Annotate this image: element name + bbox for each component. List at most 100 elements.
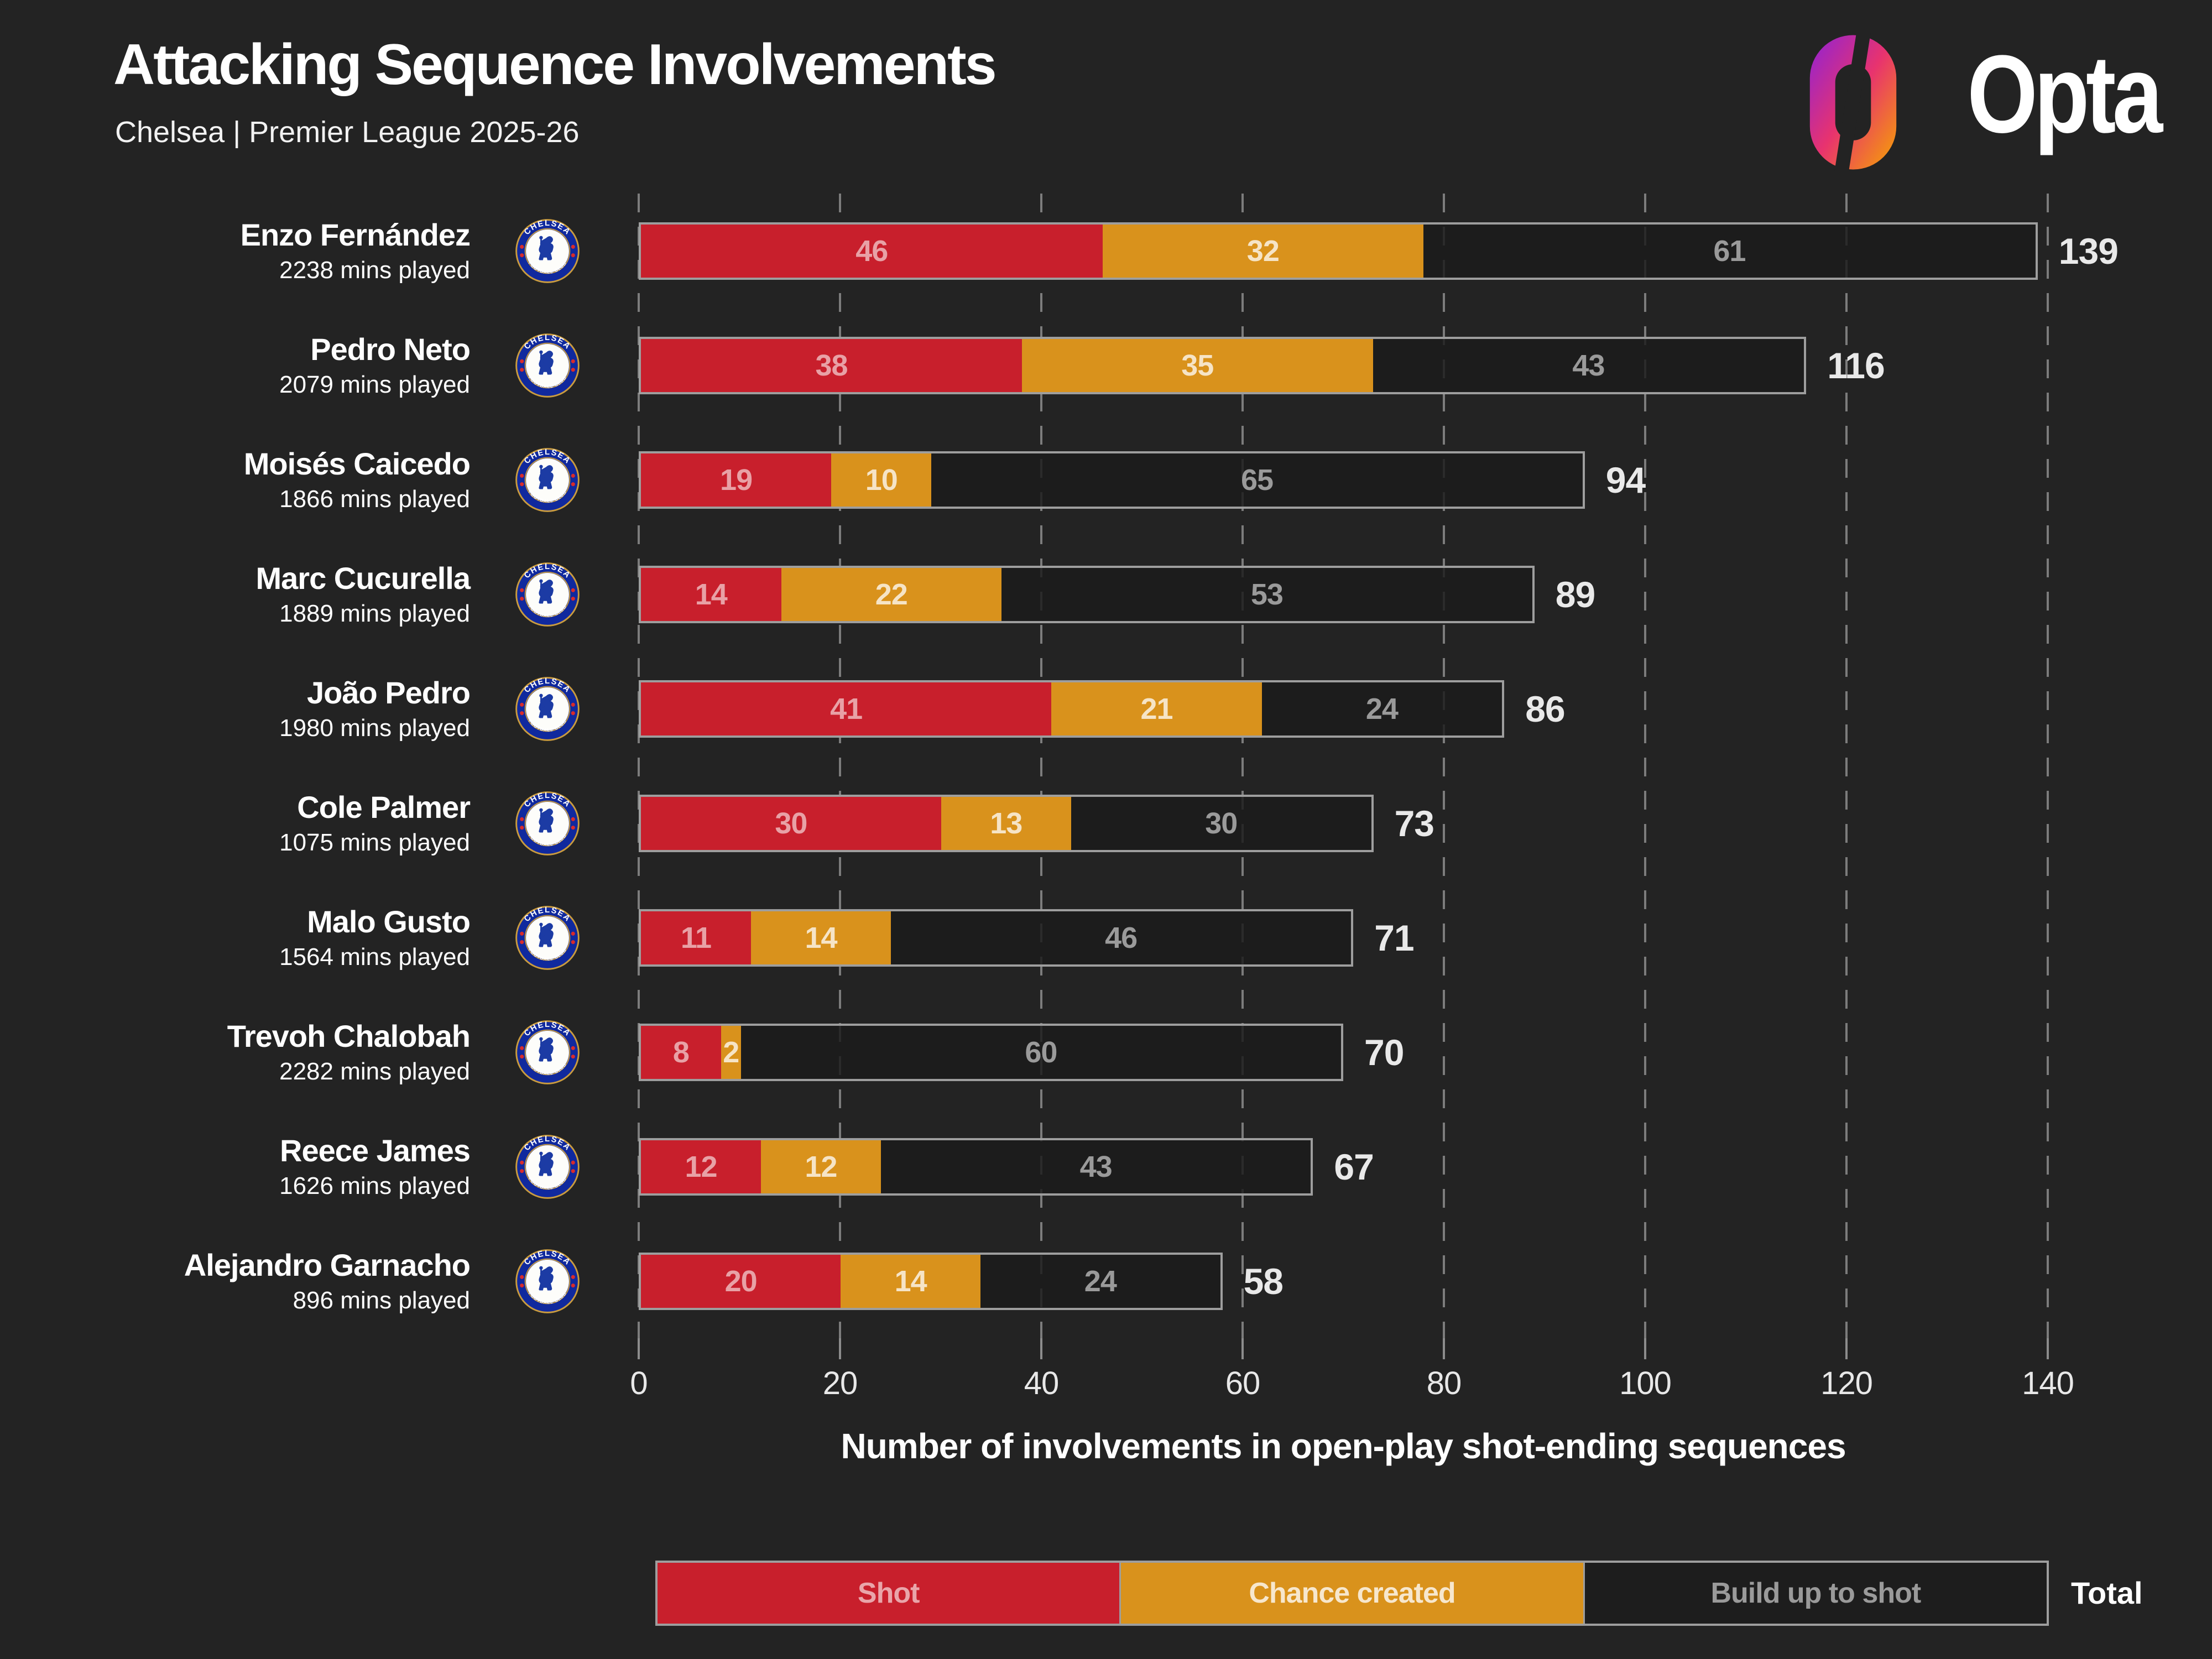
axis-tick-label: 60 — [1225, 1365, 1261, 1401]
chelsea-badge: CHELSEA FOOTBALL CLUB — [470, 791, 639, 856]
axis-tick — [638, 1338, 640, 1359]
bar-segment-build-up-to-shot: 43 — [880, 1140, 1311, 1193]
player-label: Alejandro Garnacho 896 mins played — [0, 1246, 471, 1316]
bar-segment-chance-created: 35 — [1021, 338, 1373, 392]
bar-segment-chance-created: 14 — [841, 1254, 981, 1308]
player-name: Cole Palmer — [297, 789, 471, 825]
chart-gridlines — [638, 194, 2049, 1338]
segment-value-chance-created: 32 — [1246, 234, 1280, 268]
bar-track: 46 32 61 139 — [639, 222, 2212, 280]
legend-build-up-to-shot: Build up to shot — [1583, 1563, 2047, 1624]
legend: Shot Chance created Build up to shot — [655, 1561, 2049, 1626]
player-row: Malo Gusto 1564 mins played CHELSEA FOOT… — [0, 880, 2212, 995]
bar-track: 19 10 65 94 — [639, 451, 2212, 509]
legend-shot: Shot — [658, 1563, 1120, 1624]
stacked-bar: 14 22 53 — [639, 565, 1535, 623]
total-value: 139 — [2058, 230, 2119, 272]
player-name: Marc Cucurella — [255, 560, 471, 596]
bar-track: 20 14 24 58 — [639, 1252, 2212, 1310]
bar-segment-chance-created: 12 — [760, 1140, 881, 1193]
bar-track: 30 13 30 73 — [639, 794, 2212, 852]
segment-value-shot: 20 — [724, 1264, 758, 1298]
bar-segment-shot: 20 — [641, 1254, 841, 1308]
player-name: Reece James — [280, 1133, 471, 1168]
opta-logo-mark — [1810, 33, 1897, 171]
segment-value-shot: 46 — [855, 234, 888, 268]
axis-tick-label: 20 — [822, 1365, 858, 1401]
chelsea-badge: CHELSEA FOOTBALL CLUB — [470, 562, 639, 627]
chelsea-crest-icon: CHELSEA FOOTBALL CLUB — [515, 562, 580, 627]
page-title: Attacking Sequence Involvements — [113, 33, 997, 97]
gridline — [839, 194, 841, 1338]
page-subtitle: Chelsea | Premier League 2025-26 — [115, 116, 580, 149]
player-label: Malo Gusto 1564 mins played — [0, 902, 471, 973]
total-value: 73 — [1394, 802, 1434, 844]
player-name: Trevoh Chalobah — [227, 1018, 471, 1053]
player-label: Reece James 1626 mins played — [0, 1131, 471, 1202]
bar-segment-shot: 14 — [641, 567, 781, 621]
segment-value-shot: 8 — [672, 1035, 690, 1069]
stacked-bar: 38 35 43 — [639, 336, 1807, 394]
bar-segment-shot: 30 — [641, 796, 941, 850]
player-row: Marc Cucurella 1889 mins played CHELSEA … — [0, 537, 2212, 651]
chelsea-badge: CHELSEA FOOTBALL CLUB — [470, 676, 639, 742]
bar-track: 38 35 43 116 — [639, 336, 2212, 394]
gridline — [2047, 194, 2049, 1338]
gridline — [1241, 194, 1244, 1338]
total-value: 58 — [1243, 1260, 1284, 1302]
stacked-bar: 41 21 24 — [639, 680, 1505, 738]
player-label: Moisés Caicedo 1866 mins played — [0, 445, 471, 515]
chelsea-badge: CHELSEA FOOTBALL CLUB — [470, 905, 639, 971]
stacked-bar: 11 14 46 — [639, 909, 1354, 967]
player-row: Trevoh Chalobah 2282 mins played CHELSEA… — [0, 995, 2212, 1109]
total-value: 67 — [1334, 1146, 1374, 1187]
legend-chance-created: Chance created — [1119, 1563, 1583, 1624]
chelsea-crest-icon: CHELSEA FOOTBALL CLUB — [515, 333, 580, 398]
bar-segment-shot: 46 — [641, 224, 1103, 278]
segment-value-build-up-to-shot: 30 — [1205, 806, 1238, 840]
total-value: 89 — [1555, 573, 1595, 615]
chelsea-badge: CHELSEA FOOTBALL CLUB — [470, 1020, 639, 1085]
player-row: Pedro Neto 2079 mins played CHELSEA FOOT… — [0, 308, 2212, 422]
bar-segment-build-up-to-shot: 65 — [931, 453, 1583, 507]
stacked-bar: 12 12 43 — [639, 1138, 1313, 1196]
player-row: Reece James 1626 mins played CHELSEA FOO… — [0, 1109, 2212, 1224]
chart-rows: Enzo Fernández 2238 mins played CHELSEA … — [0, 194, 2212, 1338]
segment-value-build-up-to-shot: 61 — [1713, 234, 1746, 268]
player-mins: 1889 mins played — [279, 599, 470, 627]
segment-value-shot: 38 — [815, 348, 848, 382]
segment-value-chance-created: 14 — [805, 921, 838, 954]
bar-segment-build-up-to-shot: 61 — [1423, 224, 2036, 278]
bar-track: 12 12 43 67 — [639, 1138, 2212, 1196]
chelsea-badge: CHELSEA FOOTBALL CLUB — [470, 447, 639, 513]
gridline — [1644, 194, 1646, 1338]
chelsea-crest-icon: CHELSEA FOOTBALL CLUB — [515, 676, 580, 741]
segment-value-chance-created: 21 — [1140, 692, 1173, 726]
total-value: 71 — [1374, 917, 1414, 958]
stacked-bar: 46 32 61 — [639, 222, 2038, 280]
player-row: Cole Palmer 1075 mins played CHELSEA FOO… — [0, 766, 2212, 880]
x-axis-tick-labels: 0 20 40 60 80 100 120 140 — [630, 1365, 2074, 1409]
bar-segment-chance-created: 22 — [781, 567, 1001, 621]
total-value: 70 — [1364, 1031, 1404, 1073]
chelsea-crest-icon: CHELSEA FOOTBALL CLUB — [515, 1020, 580, 1084]
stacked-bar: 19 10 65 — [639, 451, 1585, 509]
chelsea-crest-icon: CHELSEA FOOTBALL CLUB — [515, 447, 580, 512]
bar-track: 11 14 46 71 — [639, 909, 2212, 967]
player-label: Pedro Neto 2079 mins played — [0, 330, 471, 400]
segment-value-chance-created: 22 — [875, 577, 908, 611]
segment-value-shot: 30 — [775, 806, 807, 840]
axis-tick-label: 100 — [1619, 1365, 1672, 1401]
bar-segment-build-up-to-shot: 30 — [1071, 796, 1371, 850]
axis-tick — [1040, 1338, 1042, 1359]
player-mins: 1626 mins played — [279, 1172, 470, 1199]
player-mins: 896 mins played — [293, 1286, 470, 1314]
segment-value-chance-created: 13 — [990, 806, 1022, 840]
segment-value-chance-created: 14 — [894, 1264, 927, 1298]
opta-wordmark: Opta — [1967, 33, 2163, 156]
player-row: Alejandro Garnacho 896 mins played CHELS… — [0, 1224, 2212, 1338]
segment-value-build-up-to-shot: 24 — [1084, 1264, 1117, 1298]
stacked-bar: 30 13 30 — [639, 794, 1374, 852]
axis-tick — [1644, 1338, 1646, 1359]
segment-value-shot: 41 — [830, 692, 863, 726]
